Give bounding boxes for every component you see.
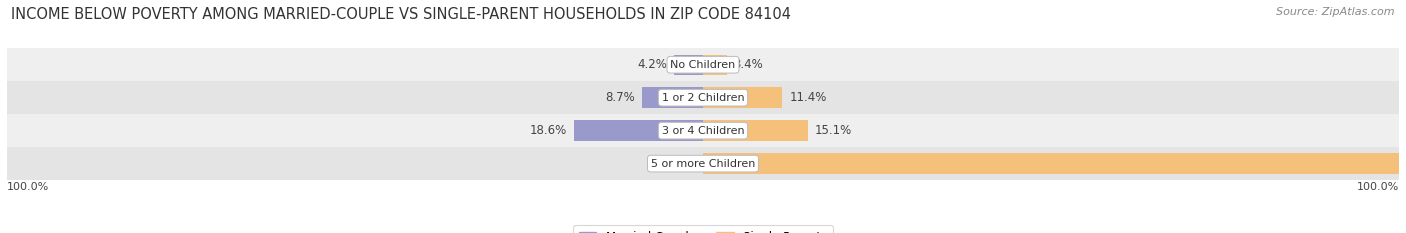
- Text: 5 or more Children: 5 or more Children: [651, 159, 755, 169]
- Text: 18.6%: 18.6%: [529, 124, 567, 137]
- Bar: [703, 120, 808, 141]
- Text: 11.4%: 11.4%: [789, 91, 827, 104]
- Bar: [703, 87, 782, 108]
- Bar: [574, 120, 703, 141]
- Text: 100.0%: 100.0%: [1357, 182, 1399, 192]
- Text: 100.0%: 100.0%: [7, 182, 49, 192]
- Text: 4.2%: 4.2%: [637, 58, 666, 71]
- Bar: [7, 114, 1399, 147]
- Text: Source: ZipAtlas.com: Source: ZipAtlas.com: [1277, 7, 1395, 17]
- Text: 0.0%: 0.0%: [666, 157, 696, 170]
- Text: 3.4%: 3.4%: [734, 58, 763, 71]
- Text: 15.1%: 15.1%: [815, 124, 852, 137]
- Bar: [7, 147, 1399, 180]
- Bar: [703, 153, 1399, 174]
- Bar: [643, 87, 703, 108]
- Text: INCOME BELOW POVERTY AMONG MARRIED-COUPLE VS SINGLE-PARENT HOUSEHOLDS IN ZIP COD: INCOME BELOW POVERTY AMONG MARRIED-COUPL…: [11, 7, 792, 22]
- Text: 1 or 2 Children: 1 or 2 Children: [662, 93, 744, 103]
- Bar: [7, 81, 1399, 114]
- Text: 3 or 4 Children: 3 or 4 Children: [662, 126, 744, 136]
- Bar: [703, 55, 727, 75]
- Legend: Married Couples, Single Parents: Married Couples, Single Parents: [572, 225, 834, 233]
- Text: No Children: No Children: [671, 60, 735, 70]
- Text: 8.7%: 8.7%: [606, 91, 636, 104]
- Bar: [7, 48, 1399, 81]
- Bar: [673, 55, 703, 75]
